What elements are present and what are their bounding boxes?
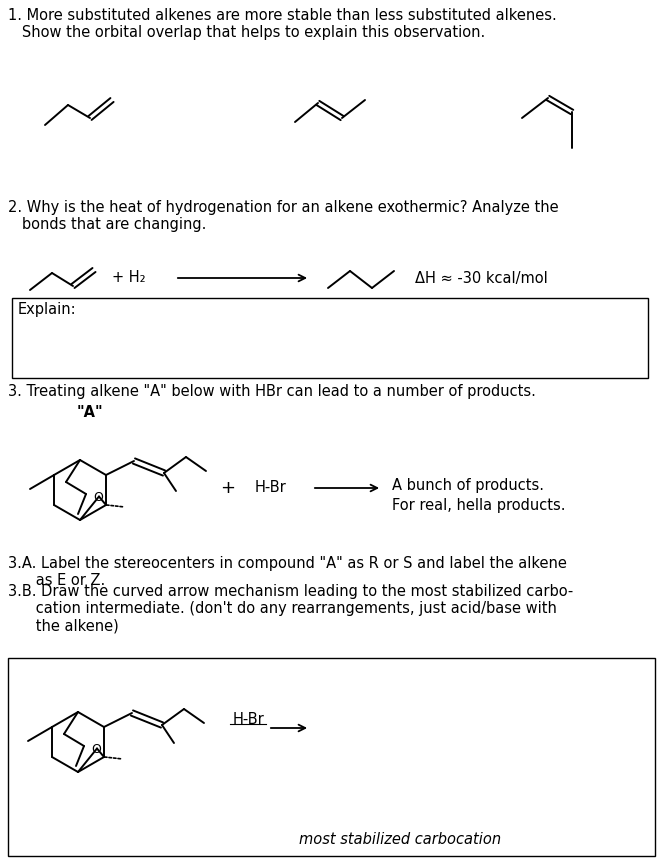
Text: A bunch of products.: A bunch of products. xyxy=(392,478,544,493)
Text: + H₂: + H₂ xyxy=(112,270,145,285)
Text: ΔH ≈ -30 kcal/mol: ΔH ≈ -30 kcal/mol xyxy=(415,270,548,285)
Text: 1. More substituted alkenes are more stable than less substituted alkenes.
   Sh: 1. More substituted alkenes are more sta… xyxy=(8,8,557,41)
Text: H-Br: H-Br xyxy=(232,713,264,727)
Text: O: O xyxy=(93,491,103,504)
Text: 3. Treating alkene "A" below with HBr can lead to a number of products.: 3. Treating alkene "A" below with HBr ca… xyxy=(8,384,536,399)
Text: 2. Why is the heat of hydrogenation for an alkene exothermic? Analyze the
   bon: 2. Why is the heat of hydrogenation for … xyxy=(8,200,559,232)
Text: 3.B. Draw the curved arrow mechanism leading to the most stabilized carbo-
     : 3.B. Draw the curved arrow mechanism lea… xyxy=(8,584,574,634)
Bar xyxy=(8,658,655,856)
Text: most stabilized carbocation: most stabilized carbocation xyxy=(299,833,501,848)
Bar xyxy=(12,298,648,378)
Text: H-Br: H-Br xyxy=(254,480,286,495)
Text: 3.A. Label the stereocenters in compound "A" as R or S and label the alkene
    : 3.A. Label the stereocenters in compound… xyxy=(8,556,567,588)
Text: Explain:: Explain: xyxy=(18,302,76,317)
Text: O: O xyxy=(91,743,101,756)
Text: For real, hella products.: For real, hella products. xyxy=(392,498,565,513)
Text: +: + xyxy=(220,479,235,497)
Text: "A": "A" xyxy=(76,405,103,420)
